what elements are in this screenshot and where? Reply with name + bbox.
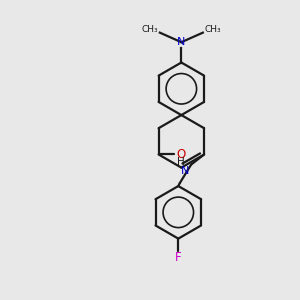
Text: N: N [181,166,190,176]
Text: F: F [175,250,181,264]
Text: CH₃: CH₃ [204,25,221,34]
Text: N: N [177,37,185,47]
Text: CH₃: CH₃ [142,25,158,34]
Text: H: H [177,157,184,166]
Text: O: O [176,148,185,161]
